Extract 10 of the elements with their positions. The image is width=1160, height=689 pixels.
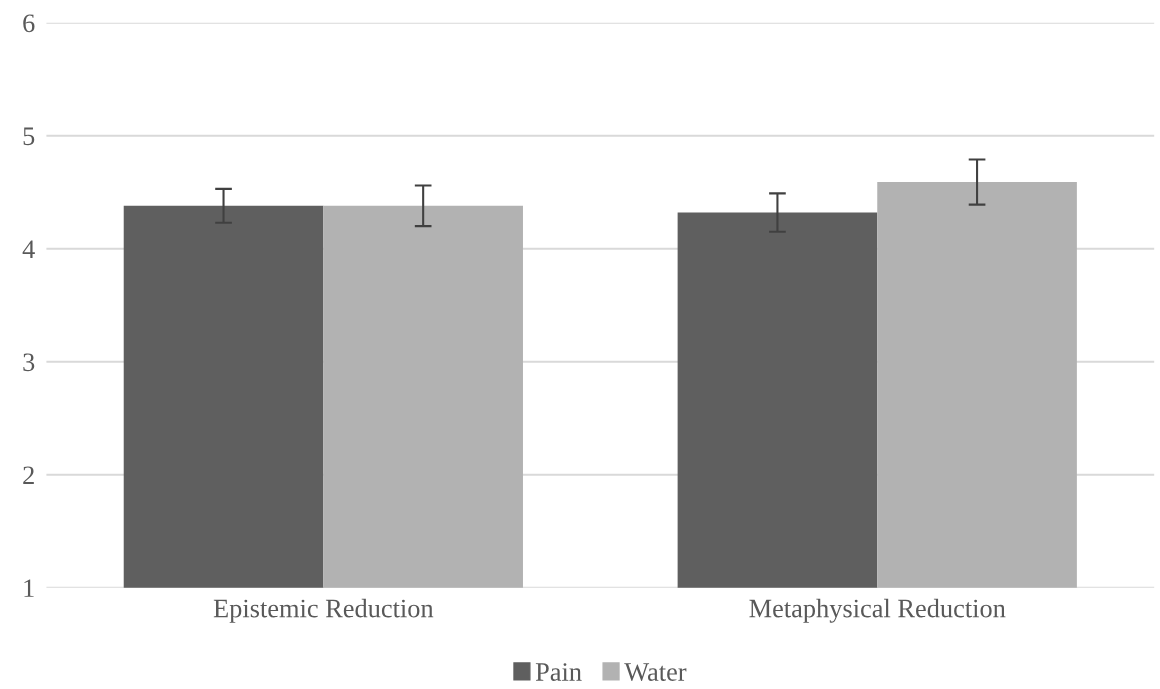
y-tick-label: 1 <box>24 579 34 597</box>
x-tick-label: Epistemic Reduction <box>213 598 434 623</box>
y-tick-label: 2 <box>23 466 34 484</box>
y-tick-label: 3 <box>23 353 35 372</box>
x-tick-label: Metaphysical Reduction <box>749 598 1006 623</box>
legend-label: Water <box>624 663 687 682</box>
y-tick-label: 5 <box>23 127 35 146</box>
y-tick-label: 6 <box>23 14 35 33</box>
legend-label: Pain <box>535 663 582 681</box>
y-tick-label: 4 <box>22 240 35 258</box>
